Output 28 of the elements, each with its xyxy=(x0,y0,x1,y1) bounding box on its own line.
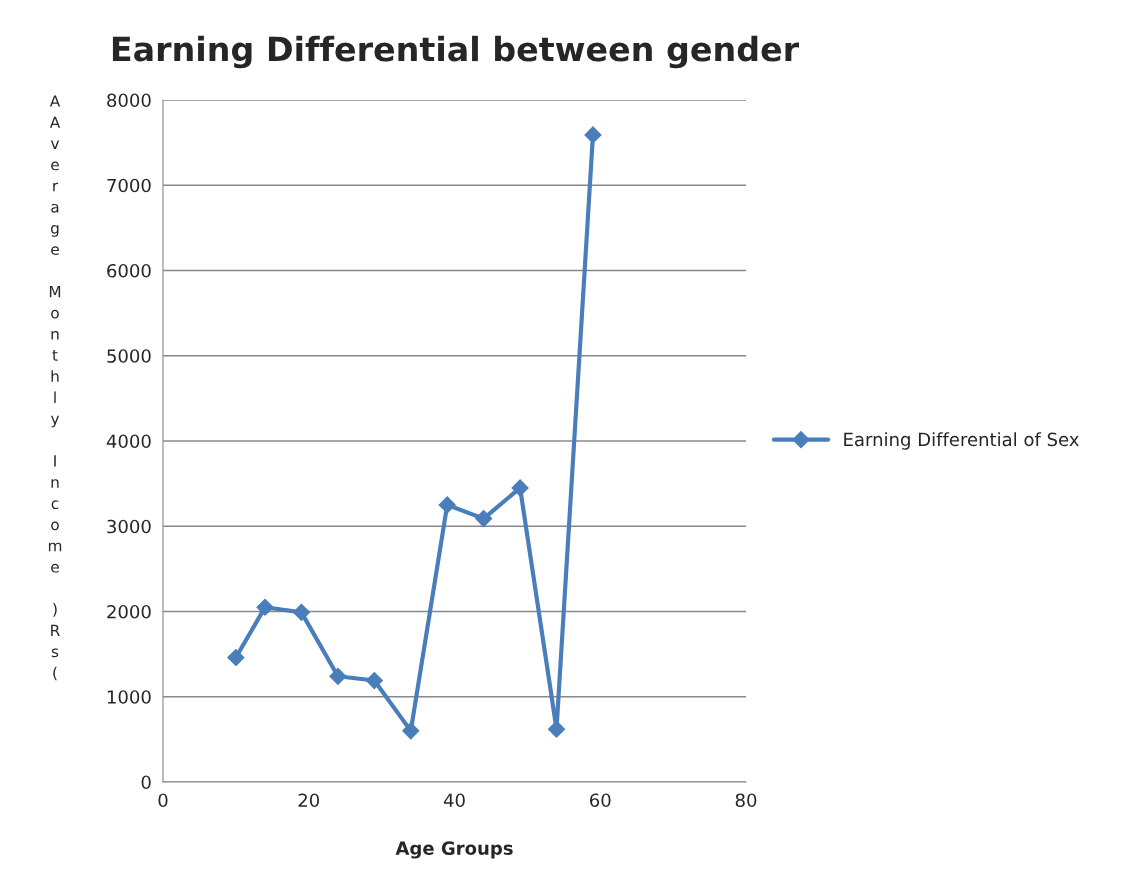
y-tick-label: 3000 xyxy=(107,519,151,534)
point xyxy=(365,672,383,690)
x-tick-label: 0 xyxy=(158,793,168,808)
point xyxy=(402,722,420,740)
x-tick-label: 80 xyxy=(735,793,757,808)
point xyxy=(329,667,347,685)
y-tick-label: 1000 xyxy=(107,690,151,704)
x-tick-label: 40 xyxy=(443,793,465,808)
x-tick-label: 60 xyxy=(590,793,611,808)
point xyxy=(475,510,493,528)
y-tick-label: 8000 xyxy=(107,93,151,108)
point xyxy=(438,496,456,514)
x-axis-title: Age Groups xyxy=(395,841,513,859)
point xyxy=(292,603,311,621)
chart-title: Earning Differential between gender xyxy=(112,35,800,69)
text: AAverage Monthly Income )Rs( xyxy=(48,95,62,681)
y-tick-label: 6000 xyxy=(107,263,151,278)
point xyxy=(227,648,245,667)
point xyxy=(511,479,529,497)
x-tick-label: 20 xyxy=(298,793,320,808)
y-tick-label: 2000 xyxy=(107,604,151,619)
y-tick-label: 5000 xyxy=(107,349,151,363)
y-tick-label: 0 xyxy=(141,775,151,790)
point xyxy=(256,598,274,616)
point xyxy=(584,126,602,144)
y-tick-label: 4000 xyxy=(106,434,151,449)
y-tick-label: 7000 xyxy=(107,178,151,193)
legend-label: Earning Differential of Sex xyxy=(844,432,1079,450)
